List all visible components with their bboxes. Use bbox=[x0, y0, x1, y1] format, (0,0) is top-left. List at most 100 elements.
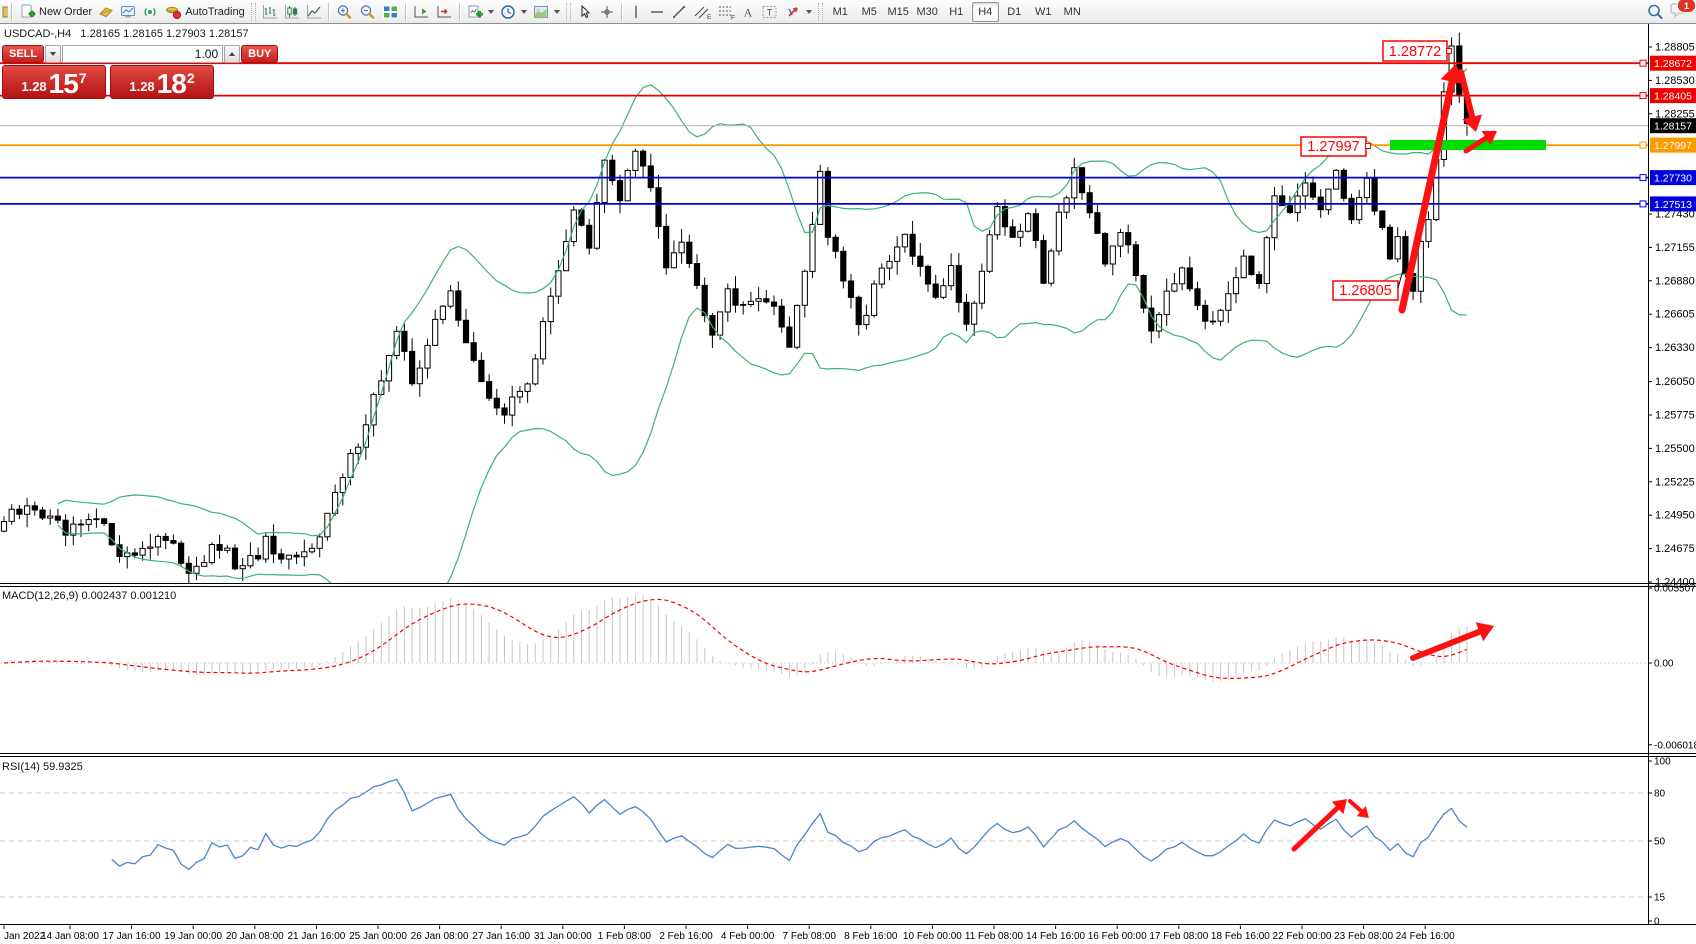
price-tick-label: 1.25775 bbox=[1655, 410, 1695, 422]
time-axis-label: 19 Jan 00:00 bbox=[164, 931, 222, 942]
data-window-button[interactable] bbox=[117, 2, 139, 22]
red-arrow[interactable] bbox=[1398, 78, 1456, 314]
autotrading-button[interactable]: AutoTrading bbox=[161, 2, 248, 22]
timeframe-m15[interactable]: M15 bbox=[887, 5, 909, 18]
equidistant-channel-tool-button[interactable]: E bbox=[690, 2, 714, 22]
price-badge-label: 1.28672 bbox=[1654, 58, 1692, 70]
price-tick-label: 1.28805 bbox=[1655, 42, 1695, 54]
periods-button[interactable] bbox=[497, 2, 530, 22]
templates-button[interactable] bbox=[530, 2, 563, 22]
callout-handle[interactable] bbox=[1446, 48, 1452, 54]
dropdown-caret-icon[interactable] bbox=[805, 9, 812, 14]
sell-price-display[interactable]: 1.28 15 7 bbox=[2, 65, 106, 99]
sell-button[interactable]: SELL bbox=[2, 45, 45, 63]
text-tool-button[interactable]: A bbox=[738, 2, 758, 22]
toolbar-grip bbox=[250, 2, 256, 21]
price-tick-label: 1.24400 bbox=[1655, 577, 1695, 589]
fibonacci-tool-button[interactable]: F bbox=[714, 2, 738, 22]
time-axis-label: 23 Feb 08:00 bbox=[1334, 931, 1393, 942]
timeframe-mn[interactable]: MN bbox=[1063, 5, 1081, 18]
zoom-in-button[interactable] bbox=[333, 2, 356, 22]
trendline-tool-button[interactable] bbox=[668, 2, 690, 22]
time-axis-label: 8 Feb 16:00 bbox=[844, 931, 898, 942]
timeframe-d1[interactable]: D1 bbox=[1007, 5, 1022, 18]
timeframe-m5[interactable]: M5 bbox=[861, 5, 877, 18]
line-handle[interactable] bbox=[1639, 174, 1647, 182]
clock-icon bbox=[500, 4, 516, 20]
red-arrow-head bbox=[1331, 799, 1347, 815]
bar-chart-button[interactable] bbox=[259, 2, 281, 22]
sell-price-sup: 7 bbox=[78, 70, 87, 86]
zoom-out-button[interactable] bbox=[356, 2, 379, 22]
time-axis-label: 24 Feb 16:00 bbox=[1396, 931, 1455, 942]
line-handle[interactable] bbox=[1639, 92, 1647, 100]
line-chart-button[interactable] bbox=[303, 2, 325, 22]
chart-canvas[interactable]: 1.28805 1.28530 1.28255 1.27430 1.27155 1.268… bbox=[0, 24, 1696, 944]
tile-windows-button[interactable] bbox=[379, 2, 402, 22]
time-axis-label: 2 Feb 16:00 bbox=[659, 931, 713, 942]
new-order-button[interactable]: New Order bbox=[16, 2, 95, 22]
red-arrow[interactable] bbox=[1348, 799, 1364, 814]
timeframe-h4[interactable]: H4 bbox=[971, 1, 999, 22]
cursor-button[interactable] bbox=[574, 2, 596, 22]
line-handle[interactable] bbox=[1639, 141, 1647, 149]
price-badge-label: 1.27730 bbox=[1654, 173, 1692, 185]
price-callout-label: 1.26805 bbox=[1339, 283, 1391, 299]
timeframe-w1[interactable]: W1 bbox=[1034, 5, 1052, 18]
volume-decrease-button[interactable] bbox=[45, 45, 62, 63]
macd-axis-label: 0.00 bbox=[1654, 659, 1674, 670]
arrow-shapes-icon bbox=[785, 4, 801, 20]
rsi-indicator bbox=[0, 778, 1648, 898]
chart-background bbox=[0, 24, 1696, 944]
crosshair-button[interactable] bbox=[596, 2, 618, 22]
price-axis[interactable]: 1.28805 1.28530 1.28255 1.27430 1.27155 1.268… bbox=[1648, 42, 1696, 928]
toolbar-separator bbox=[404, 2, 407, 21]
red-arrow[interactable] bbox=[1410, 628, 1483, 661]
red-arrow[interactable] bbox=[1463, 135, 1489, 154]
price-badge-label: 1.28405 bbox=[1654, 91, 1692, 103]
volume-input[interactable] bbox=[62, 45, 224, 63]
toolbar-separator bbox=[327, 2, 330, 21]
buy-button[interactable]: BUY bbox=[241, 45, 279, 63]
line-handle[interactable] bbox=[1639, 200, 1647, 208]
line-handle[interactable] bbox=[1639, 59, 1647, 67]
trendline-icon bbox=[671, 4, 687, 20]
horizontal-line-tool-button[interactable] bbox=[646, 2, 668, 22]
timeframe-m30[interactable]: M30 bbox=[916, 5, 938, 18]
callout-handle[interactable] bbox=[1365, 143, 1371, 149]
notifications-button[interactable]: 1 bbox=[1670, 0, 1696, 22]
toolbar-grip bbox=[817, 2, 823, 21]
timeframe-m1[interactable]: M1 bbox=[832, 5, 848, 18]
dropdown-caret-icon[interactable] bbox=[520, 9, 527, 14]
monitor-chart-icon bbox=[120, 4, 136, 20]
green-zone-rectangle[interactable] bbox=[1390, 140, 1546, 150]
timeframe-h1[interactable]: H1 bbox=[949, 5, 964, 18]
signals-button[interactable] bbox=[139, 2, 161, 22]
buy-price-display[interactable]: 1.28 18 2 bbox=[110, 65, 214, 99]
horizontal-level-lines[interactable] bbox=[0, 59, 1648, 208]
candlestick-chart-button[interactable] bbox=[281, 2, 303, 22]
new-chart-button[interactable] bbox=[464, 2, 497, 22]
red-arrow[interactable] bbox=[1291, 805, 1340, 852]
dropdown-caret-icon[interactable] bbox=[487, 9, 494, 14]
bar-chart-icon bbox=[262, 4, 278, 20]
search-icon[interactable] bbox=[1646, 3, 1664, 21]
market-watch-button[interactable] bbox=[95, 2, 117, 22]
dropdown-caret-icon[interactable] bbox=[553, 9, 560, 14]
time-axis-label: 10 Feb 00:00 bbox=[903, 931, 962, 942]
vertical-line-tool-button[interactable] bbox=[626, 2, 646, 22]
zoom-in-icon bbox=[336, 4, 353, 20]
red-arrow-head bbox=[1356, 806, 1369, 818]
notification-badge: 1 bbox=[1677, 0, 1696, 13]
red-arrow[interactable] bbox=[1458, 69, 1476, 120]
price-callout-box[interactable] bbox=[1332, 280, 1399, 301]
chart-shift-button[interactable] bbox=[433, 2, 456, 22]
volume-increase-button[interactable] bbox=[224, 45, 241, 63]
arrows-tool-button[interactable] bbox=[782, 2, 815, 22]
time-axis-label: 26 Jan 08:00 bbox=[411, 931, 469, 942]
auto-scroll-button[interactable] bbox=[410, 2, 433, 22]
text-label-tool-button[interactable]: T bbox=[758, 2, 782, 22]
line-chart-icon bbox=[306, 4, 322, 20]
